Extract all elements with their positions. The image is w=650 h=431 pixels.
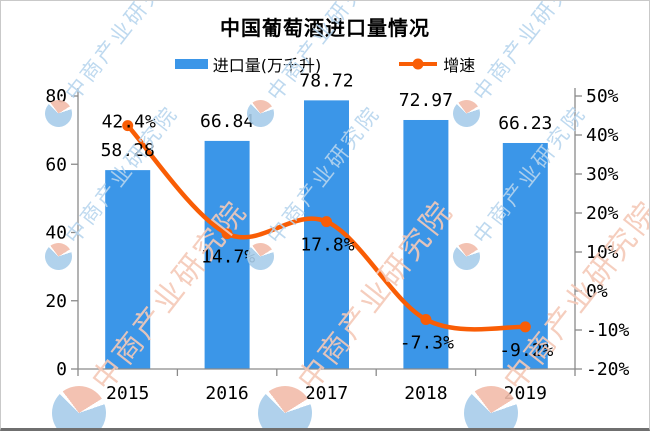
bar-value-label: 66.84 xyxy=(200,111,254,132)
x-axis-label: 2016 xyxy=(205,383,248,404)
growth-value-label: 14.7% xyxy=(201,247,255,268)
bar-value-label: 72.97 xyxy=(399,90,453,111)
x-axis-label: 2019 xyxy=(504,383,547,404)
bar-2015 xyxy=(105,170,151,369)
legend-bar-label: 进口量(万千升) xyxy=(212,56,322,75)
growth-marker-2018 xyxy=(420,313,432,325)
bar-value-label: 58.28 xyxy=(101,140,155,161)
left-axis-tick-label: 40 xyxy=(45,223,67,244)
chart-title: 中国葡萄酒进口量情况 xyxy=(220,16,430,40)
bar-2017 xyxy=(304,100,349,370)
x-axis-label: 2018 xyxy=(404,383,447,404)
growth-value-label: -7.3% xyxy=(400,332,454,353)
right-axis-tick-label: 20% xyxy=(586,203,619,224)
right-axis-tick-label: 30% xyxy=(586,164,619,185)
x-axis-label: 2017 xyxy=(305,383,348,404)
left-axis-tick-label: 20 xyxy=(45,291,67,312)
left-axis-tick-label: 80 xyxy=(45,86,67,107)
left-axis-tick-label: 60 xyxy=(45,154,67,175)
growth-value-label: 42.4% xyxy=(102,112,156,133)
legend-item-growth: 增速 xyxy=(399,52,475,76)
legend-item-imports: 进口量(万千升) xyxy=(174,52,322,76)
growth-marker-2019 xyxy=(519,321,531,333)
right-axis-tick-label: 10% xyxy=(586,242,619,263)
growth-marker-2015 xyxy=(122,120,134,132)
growth-marker-2016 xyxy=(221,228,233,240)
right-axis-tick-label: 40% xyxy=(586,125,619,146)
growth-value-label: 17.8% xyxy=(300,235,354,256)
right-axis-tick-label: 50% xyxy=(586,86,619,107)
right-axis-tick-label: 0% xyxy=(586,281,608,302)
x-axis-label: 2015 xyxy=(106,383,149,404)
right-axis-tick-label: -20% xyxy=(586,359,630,380)
legend-line-marker-icon xyxy=(399,58,438,70)
growth-marker-2017 xyxy=(321,216,332,228)
chart-legend: 进口量(万千升) 增速 xyxy=(1,52,649,76)
legend-line-label: 增速 xyxy=(443,56,476,75)
left-axis-tick-label: 0 xyxy=(56,359,67,380)
bar-value-label: 78.72 xyxy=(299,70,353,91)
right-axis-tick-label: -10% xyxy=(586,320,630,341)
bar-value-label: 66.23 xyxy=(498,113,552,134)
legend-bar-swatch-icon xyxy=(174,59,208,69)
growth-value-label: -9.2% xyxy=(499,340,553,361)
bar-2019 xyxy=(502,142,548,369)
